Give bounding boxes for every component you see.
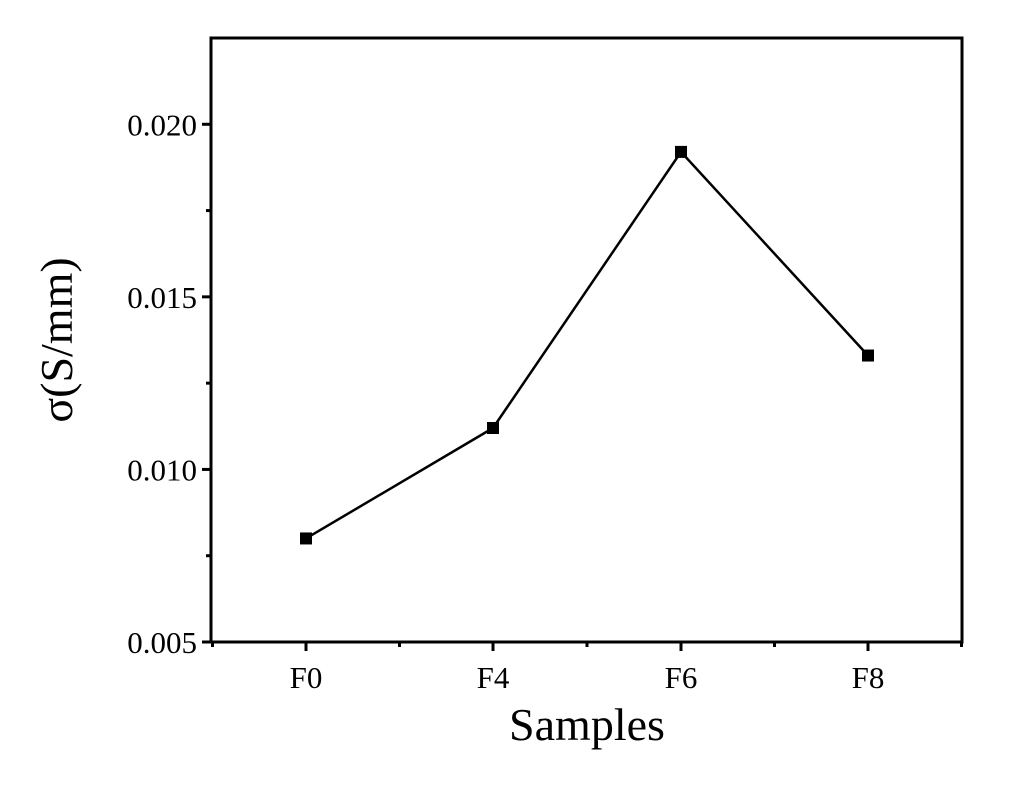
- plot-frame: [209, 36, 964, 644]
- x-axis-ticks: F0 F4 F6 F8: [211, 642, 963, 695]
- x-tick-label: F8: [852, 660, 885, 695]
- y-tick-label: 0.020: [127, 107, 197, 142]
- series-line: [305, 149, 869, 540]
- y-tick-label: 0.010: [127, 452, 197, 487]
- data-point-marker: [675, 145, 687, 158]
- y-tick-label: 0.005: [127, 625, 197, 660]
- data-point-marker: [487, 422, 499, 435]
- series-markers: [300, 145, 874, 545]
- data-point-marker: [862, 349, 874, 362]
- x-tick-label: F6: [665, 660, 698, 695]
- x-tick-label: F0: [290, 660, 323, 695]
- y-axis-title: σ(S/mm): [31, 257, 82, 422]
- x-axis-title: Samples: [509, 699, 665, 750]
- y-axis-ticks: 0.005 0.010 0.015 0.020: [127, 107, 211, 660]
- x-tick-label: F4: [477, 660, 510, 695]
- y-tick-label: 0.015: [127, 280, 197, 315]
- data-point-marker: [300, 532, 312, 545]
